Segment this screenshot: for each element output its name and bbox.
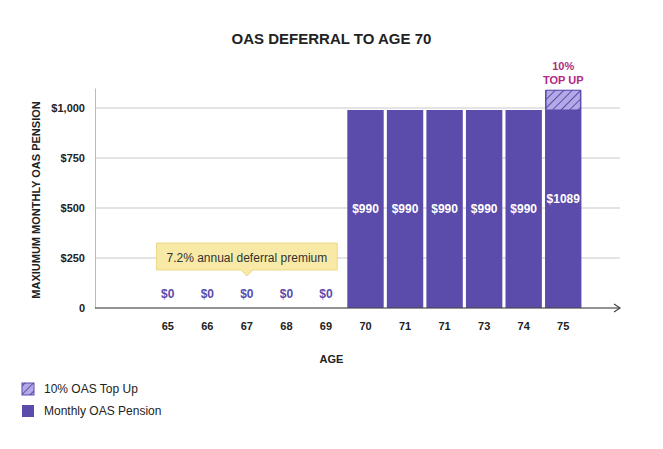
x-tick-label: 73 bbox=[478, 320, 490, 332]
y-tick: $1,000 bbox=[51, 102, 95, 114]
grid-line bbox=[95, 108, 620, 109]
data-label: $0 bbox=[240, 287, 254, 301]
legend-swatch bbox=[22, 405, 34, 417]
grid bbox=[95, 108, 620, 308]
y-tick: $500 bbox=[61, 202, 95, 214]
legend-label: 10% OAS Top Up bbox=[44, 382, 138, 396]
y-axis-line bbox=[95, 89, 96, 309]
callout: 7.2% annual deferral premium bbox=[156, 243, 337, 276]
x-tick: 71 bbox=[399, 308, 411, 332]
data-label: $0 bbox=[201, 287, 215, 301]
data-label: $990 bbox=[431, 202, 458, 216]
y-tick-label: $500 bbox=[61, 202, 85, 214]
x-axis: 65 66 67 68 69 70 71 71 73 74 75 bbox=[149, 308, 584, 332]
x-tick-label: 67 bbox=[241, 320, 253, 332]
x-tick-label: 75 bbox=[557, 320, 569, 332]
y-axis-title: MAXIUMUM MONTHLY OAS PENSION bbox=[30, 101, 42, 298]
x-tick-label: 65 bbox=[162, 320, 174, 332]
grid-line bbox=[95, 308, 620, 309]
x-axis-line bbox=[95, 308, 620, 309]
y-tick: $250 bbox=[61, 252, 95, 264]
top-up-annotation: 10% TOP UP bbox=[543, 60, 584, 86]
legend-swatch bbox=[22, 383, 34, 395]
data-label: $990 bbox=[392, 202, 419, 216]
bar bbox=[505, 110, 541, 308]
callout-box bbox=[156, 243, 337, 276]
data-label: $990 bbox=[352, 202, 379, 216]
x-tick-label: 69 bbox=[320, 320, 332, 332]
x-tick: 70 bbox=[359, 308, 371, 332]
x-axis-arrow bbox=[614, 304, 620, 312]
legend: 10% OAS Top Up Monthly OAS Pension bbox=[22, 382, 161, 418]
x-tick: 75 bbox=[557, 308, 569, 332]
callout-text: 7.2% annual deferral premium bbox=[166, 251, 327, 265]
annotation-line: TOP UP bbox=[543, 74, 584, 86]
data-label: $0 bbox=[280, 287, 294, 301]
x-tick: 73 bbox=[478, 308, 490, 332]
bars bbox=[347, 90, 581, 308]
x-tick: 65 bbox=[162, 308, 174, 332]
y-tick: 0 bbox=[79, 302, 95, 314]
data-label: $0 bbox=[161, 287, 175, 301]
y-tick-label: $250 bbox=[61, 252, 85, 264]
chart: OAS DEFERRAL TO AGE 70 0 $250 $500 $750 $1,00… bbox=[0, 0, 663, 449]
legend-label: Monthly OAS Pension bbox=[44, 404, 161, 418]
data-label: $1089 bbox=[547, 192, 581, 206]
x-tick-label: 71 bbox=[438, 320, 450, 332]
x-tick: 66 bbox=[201, 308, 213, 332]
x-tick-label: 70 bbox=[359, 320, 371, 332]
bar bbox=[347, 110, 383, 308]
y-axis: 0 $250 $500 $750 $1,000 bbox=[51, 89, 95, 315]
data-label: $0 bbox=[319, 287, 333, 301]
x-axis-title: AGE bbox=[320, 353, 344, 365]
y-tick-label: $750 bbox=[61, 152, 85, 164]
y-tick-label: $1,000 bbox=[51, 102, 85, 114]
top-up-bar bbox=[546, 90, 580, 110]
x-tick: 68 bbox=[280, 308, 292, 332]
title: OAS DEFERRAL TO AGE 70 bbox=[232, 30, 432, 47]
bar bbox=[426, 110, 462, 308]
y-tick: $750 bbox=[61, 152, 95, 164]
x-tick: 67 bbox=[241, 308, 253, 332]
x-tick: 71 bbox=[438, 308, 450, 332]
x-tick-label: 68 bbox=[280, 320, 292, 332]
y-tick-label: 0 bbox=[79, 302, 85, 314]
bar bbox=[387, 110, 423, 308]
x-tick: 69 bbox=[320, 308, 332, 332]
x-tick-label: 74 bbox=[518, 320, 531, 332]
bar bbox=[545, 90, 581, 308]
x-tick: 74 bbox=[518, 308, 531, 332]
data-label: $990 bbox=[510, 202, 537, 216]
x-tick-label: 66 bbox=[201, 320, 213, 332]
bar bbox=[466, 110, 502, 308]
x-tick-label: 71 bbox=[399, 320, 411, 332]
annotation-line: 10% bbox=[552, 60, 574, 72]
data-label: $990 bbox=[471, 202, 498, 216]
